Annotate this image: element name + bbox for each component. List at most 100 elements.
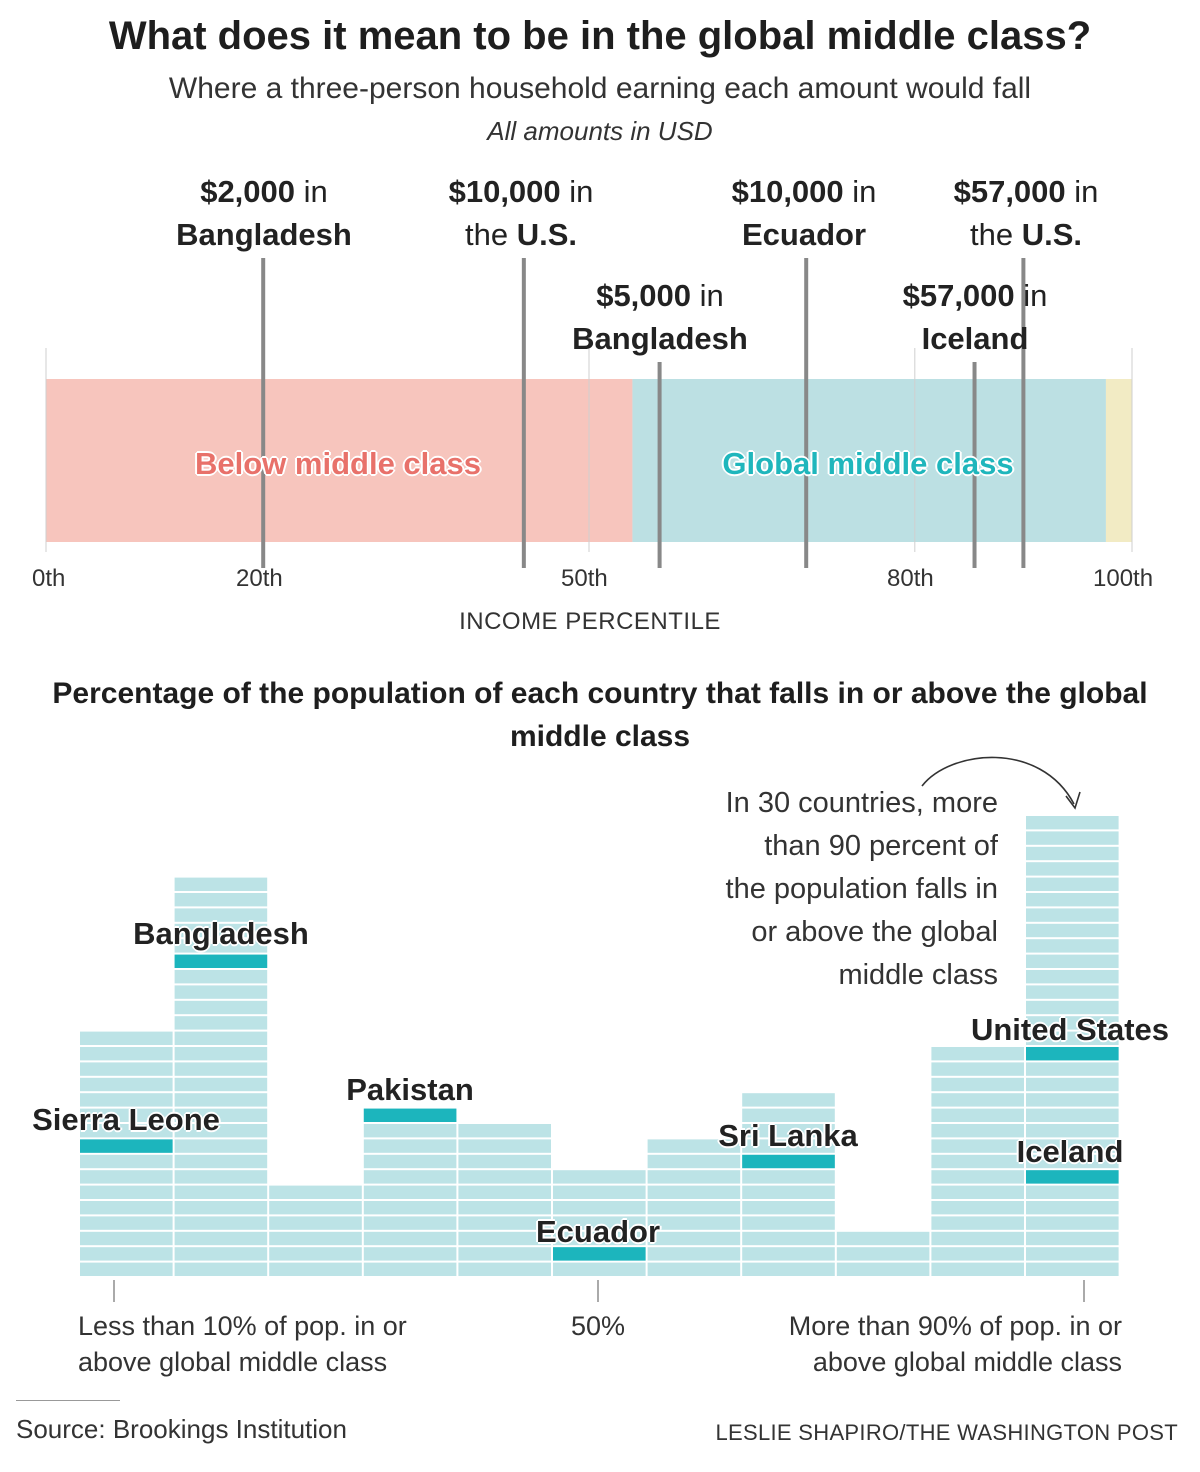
country-cell-bin6 xyxy=(647,1216,741,1230)
annotation-in: in xyxy=(843,174,877,209)
note-line: In 30 countries, more xyxy=(725,787,998,819)
country-cell-bin5 xyxy=(553,1170,646,1184)
country-cell-bin0 xyxy=(80,1201,173,1215)
country-label-united-states: United States xyxy=(970,1012,1170,1047)
country-cell-bin1 xyxy=(174,1093,268,1107)
axis-title: INCOME PERCENTILE xyxy=(459,608,721,635)
country-cell-bin9 xyxy=(931,1185,1024,1199)
note-line: the population falls in xyxy=(725,873,998,905)
annotation-note: In 30 countries, more than 90 percent of… xyxy=(726,782,998,997)
country-cell-bin9 xyxy=(931,1139,1024,1153)
country-cell-bin4 xyxy=(458,1231,551,1246)
hist-axis-label-mid: 50% xyxy=(570,1311,626,1341)
country-cell-bin7 xyxy=(742,1201,835,1215)
country-cell-bin2 xyxy=(269,1262,362,1276)
country-cell-bin1 xyxy=(174,1170,268,1184)
country-cell-bin4 xyxy=(458,1139,551,1153)
highlight-sri-lanka xyxy=(742,1154,835,1169)
country-cell-bin9 xyxy=(931,1154,1024,1169)
country-label-sierra-leone: Sierra Leone xyxy=(32,1102,220,1137)
hist-axis-line: above global middle class xyxy=(78,1347,388,1377)
country-cell-bin0 xyxy=(80,1047,173,1061)
country-cell-bin10 xyxy=(1026,908,1119,922)
histogram-title: Percentage of the population of each cou… xyxy=(52,677,1148,753)
country-cell-bin1 xyxy=(174,1062,268,1076)
country-cell-bin9 xyxy=(931,1262,1024,1276)
country-cell-bin7 xyxy=(742,1124,835,1138)
country-cell-bin10 xyxy=(1026,985,1119,999)
band-label-middle: Global middle class xyxy=(722,446,1014,481)
country-label-sri-lanka: Sri Lanka xyxy=(718,1118,858,1153)
country-cell-bin2 xyxy=(269,1201,362,1215)
country-cell-bin1 xyxy=(174,893,268,907)
country-cell-bin1 xyxy=(174,939,268,953)
country-cell-bin0 xyxy=(80,1170,173,1184)
country-cell-bin1 xyxy=(174,877,268,891)
band-0 xyxy=(46,379,633,542)
annotation-place: Bangladesh xyxy=(176,217,352,252)
country-cell-bin1 xyxy=(174,1139,268,1153)
country-cell-bin7 xyxy=(742,1216,835,1230)
percentile-chart xyxy=(45,258,1133,568)
arrow-curve xyxy=(921,756,1075,805)
country-cell-bin10 xyxy=(1026,1016,1119,1030)
country-cell-bin9 xyxy=(931,1231,1024,1246)
annotation-in: in xyxy=(295,174,328,209)
country-cell-bin1 xyxy=(174,908,268,922)
annotation-in: in xyxy=(560,174,594,209)
annotation-article: the xyxy=(969,217,1022,252)
country-cell-bin3 xyxy=(363,1231,457,1246)
country-cell-bin4 xyxy=(458,1201,551,1215)
country-cell-bin9 xyxy=(931,1216,1024,1230)
country-cell-bin3 xyxy=(363,1154,457,1169)
country-cell-bin8 xyxy=(836,1262,930,1276)
tick-label-80: 80th xyxy=(887,565,934,592)
country-cell-bin9 xyxy=(931,1247,1024,1261)
hist-axis-line: More than 90% of pop. in or xyxy=(788,1311,1122,1341)
country-cell-bin6 xyxy=(647,1247,741,1261)
country-cell-bin10 xyxy=(1026,893,1119,907)
country-cell-bin10 xyxy=(1026,939,1119,953)
annotation-amount: $5,000 xyxy=(596,278,692,313)
annotation-amount: $10,000 xyxy=(731,174,844,209)
country-cell-bin5 xyxy=(553,1231,646,1246)
country-cell-bin3 xyxy=(363,1170,457,1184)
country-cell-bin3 xyxy=(363,1201,457,1215)
country-cell-bin5 xyxy=(553,1262,646,1276)
country-cell-bin3 xyxy=(363,1139,457,1153)
country-cell-bin9 xyxy=(931,1047,1024,1061)
marker-annotation-us-10000: $10,000 in the U.S. xyxy=(449,170,594,256)
country-cell-bin1 xyxy=(174,985,268,999)
country-cell-bin10 xyxy=(1026,1216,1119,1230)
country-cell-bin7 xyxy=(742,1185,835,1199)
country-cell-bin4 xyxy=(458,1216,551,1230)
highlight-united-states xyxy=(1026,1047,1119,1061)
country-cell-bin0 xyxy=(80,1108,173,1122)
country-cell-bin2 xyxy=(269,1185,362,1199)
country-cell-bin0 xyxy=(80,1062,173,1076)
country-cell-bin1 xyxy=(174,1216,268,1230)
country-cell-bin1 xyxy=(174,970,268,984)
highlight-pakistan xyxy=(363,1108,457,1122)
annotation-amount: $57,000 xyxy=(902,278,1015,313)
country-cell-bin1 xyxy=(174,1247,268,1261)
marker-annotation-us-57000: $57,000 in the U.S. xyxy=(954,170,1099,256)
country-cell-bin3 xyxy=(363,1247,457,1261)
country-cell-bin1 xyxy=(174,1031,268,1045)
country-cell-bin10 xyxy=(1026,1154,1119,1169)
country-cell-bin9 xyxy=(931,1108,1024,1122)
country-cell-bin4 xyxy=(458,1262,551,1276)
country-label-iceland: Iceland xyxy=(1016,1134,1124,1169)
country-cell-bin1 xyxy=(174,1231,268,1246)
country-cell-bin4 xyxy=(458,1170,551,1184)
annotation-amount: $2,000 xyxy=(200,174,296,209)
country-cell-bin10 xyxy=(1026,970,1119,984)
country-label-ecuador: Ecuador xyxy=(535,1214,661,1249)
country-cell-bin10 xyxy=(1026,1185,1119,1199)
country-cell-bin0 xyxy=(80,1185,173,1199)
country-cell-bin3 xyxy=(363,1216,457,1230)
credit-line: LESLIE SHAPIRO/THE WASHINGTON POST xyxy=(715,1420,1178,1445)
highlight-bangladesh xyxy=(174,954,268,968)
country-cell-bin10 xyxy=(1026,831,1119,845)
country-cell-bin10 xyxy=(1026,923,1119,938)
